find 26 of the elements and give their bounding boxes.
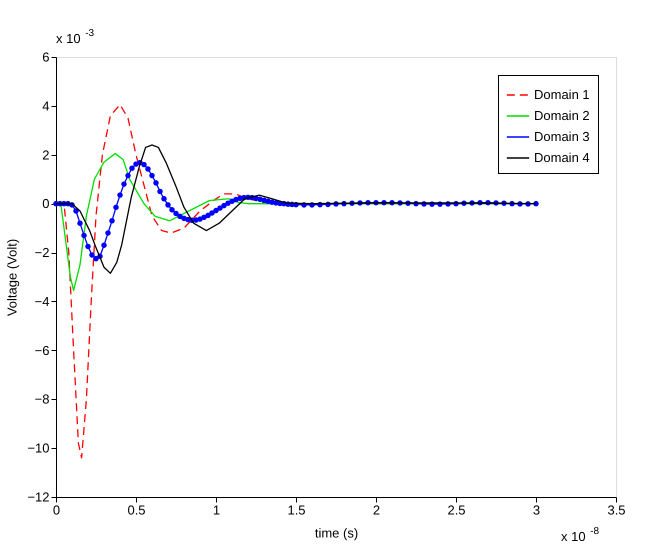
y-tick-label: 4 (42, 98, 50, 114)
x-tick-label: 2.5 (447, 502, 466, 518)
x-tick-label: 1 (212, 502, 220, 518)
text: x 10-8 (561, 526, 600, 544)
y-tick-label: 6 (42, 50, 50, 64)
y-tick-label: 2 (42, 147, 50, 162)
legend-label: Domain 2 (534, 108, 590, 123)
y-tick-label: −12 (27, 490, 50, 504)
text: x 10-3 (56, 28, 95, 46)
x-tick-label: 3.5 (607, 502, 626, 518)
x-tick-label: 0 (52, 502, 60, 518)
y-axis-title: Voltage (Volt) (4, 238, 20, 316)
legend-label: Domain 4 (534, 150, 590, 165)
x-axis-title: time (s) (314, 526, 358, 540)
x-tick-label: 3 (532, 502, 540, 518)
legend-label: Domain 1 (534, 87, 590, 102)
y-tick-label: −10 (27, 440, 50, 456)
y-tick-label: 0 (42, 196, 50, 212)
y-tick-label: −6 (34, 342, 50, 358)
x-tick-label: 0.5 (127, 502, 146, 518)
x-tick-label: 2 (372, 502, 380, 518)
y-tick-label: −4 (34, 294, 50, 309)
y-tick-label: −2 (34, 245, 50, 260)
x-tick-label: 1.5 (287, 502, 306, 518)
y-tick-label: −8 (34, 392, 50, 407)
legend-label: Domain 3 (534, 129, 590, 144)
